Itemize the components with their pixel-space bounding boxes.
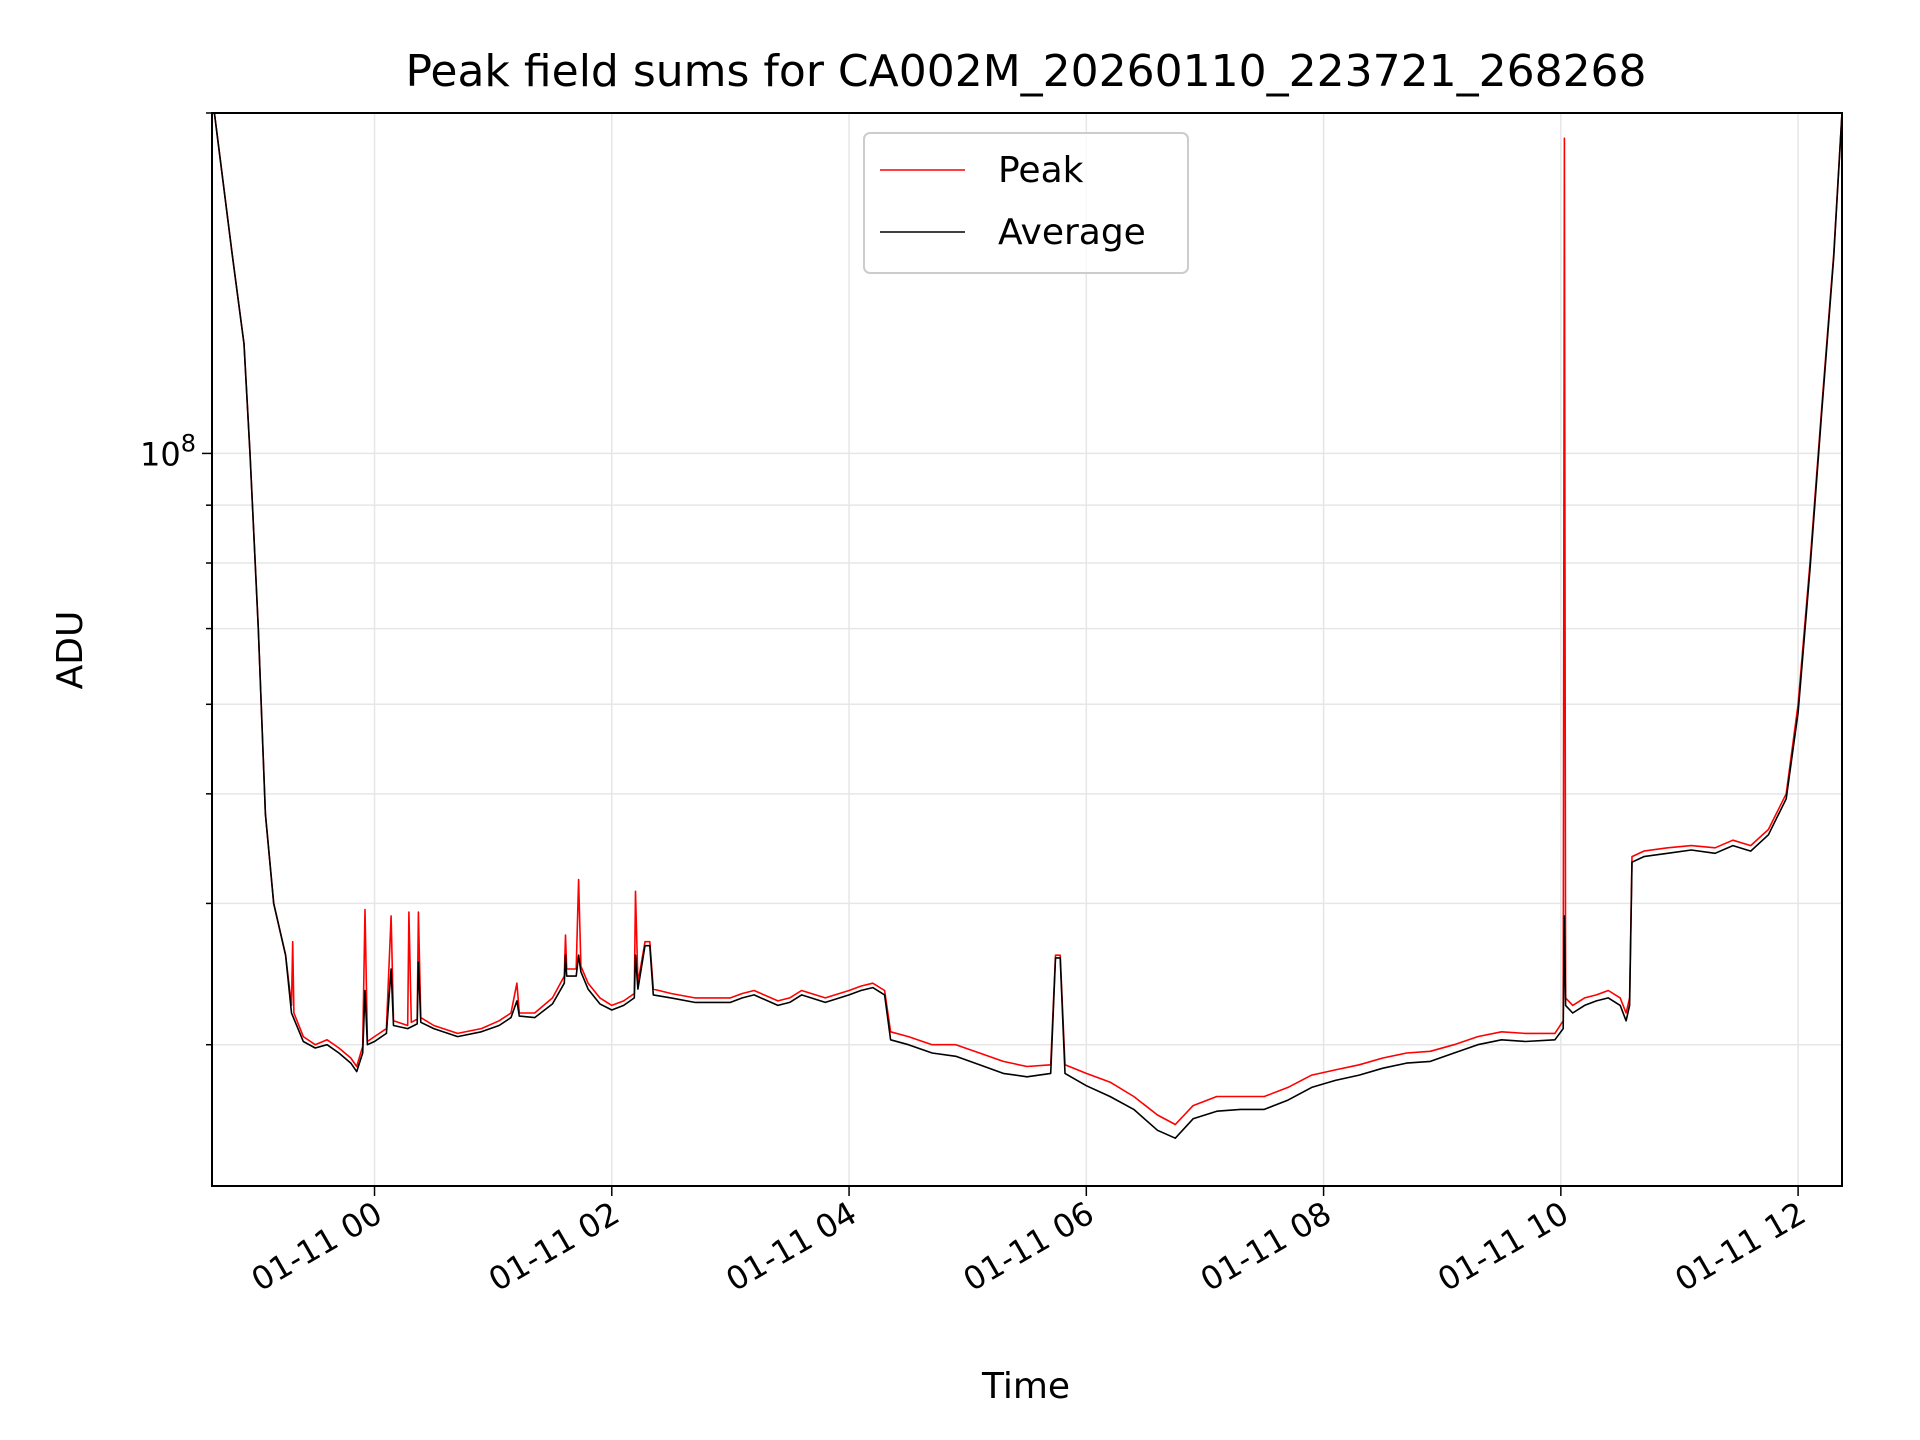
y-axis-label: ADU <box>50 611 91 690</box>
y-tick-label-base: 10 <box>140 435 181 473</box>
plot-frame <box>211 112 1843 1187</box>
series-line-average <box>213 113 1842 1139</box>
series-layer <box>213 113 1842 1139</box>
grid <box>212 112 1842 1186</box>
legend-label-peak: Peak <box>998 150 1084 191</box>
legend: Peak Average <box>863 132 1189 274</box>
series-line-peak <box>213 113 1842 1126</box>
legend-box <box>863 132 1189 274</box>
x-axis-label: Time <box>981 1366 1070 1407</box>
y-tick-label-exponent: 8 <box>181 429 196 457</box>
y-tick-label: 108 <box>140 429 196 473</box>
y-axis: 108 <box>140 112 212 1046</box>
legend-label-average: Average <box>998 212 1146 253</box>
chart-title: Peak field sums for CA002M_20260110_2237… <box>405 46 1646 97</box>
